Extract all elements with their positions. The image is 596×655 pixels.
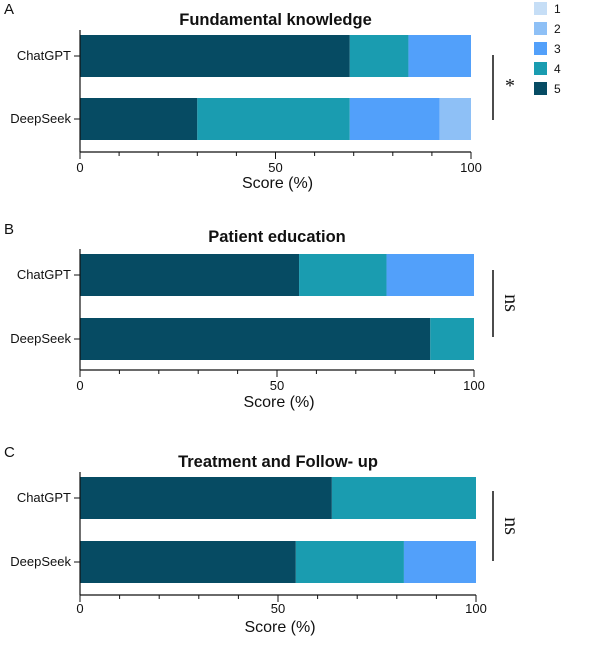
legend-item-2: 2 bbox=[534, 22, 561, 36]
bar-segment-deepseek-score-3 bbox=[349, 98, 440, 140]
category-label: DeepSeek bbox=[10, 554, 71, 569]
panel-a: A Fundamental knowledge ChatGPT DeepSeek 0 50… bbox=[4, 1, 515, 192]
bar-segment-deepseek-score-2 bbox=[439, 98, 471, 140]
x-tick-label: 100 bbox=[460, 160, 482, 175]
legend-label: 3 bbox=[554, 42, 561, 56]
legend-swatch bbox=[534, 82, 547, 95]
legend-label: 1 bbox=[554, 2, 561, 16]
category-label: ChatGPT bbox=[17, 490, 71, 505]
x-axis-title: Score (%) bbox=[243, 394, 314, 411]
panel-b: B Patient education ChatGPT DeepSeek 0 50 100 S… bbox=[4, 221, 522, 411]
panel-c: C Treatment and Follow- up ChatGPT DeepSeek… bbox=[4, 444, 522, 636]
category-label: DeepSeek bbox=[10, 111, 71, 126]
x-tick-label: 0 bbox=[76, 601, 83, 616]
bar-segment-deepseek-score-5 bbox=[80, 98, 198, 140]
legend-item-4: 4 bbox=[534, 62, 561, 76]
significance-label: ns bbox=[500, 517, 522, 535]
x-axis-title: Score (%) bbox=[242, 175, 313, 192]
bar-segment-chatgpt-score-5 bbox=[80, 477, 332, 519]
bar-segment-chatgpt-score-3 bbox=[386, 254, 474, 296]
panel-letter: B bbox=[4, 221, 14, 238]
x-tick-label: 50 bbox=[268, 160, 282, 175]
bar-segment-deepseek-score-3 bbox=[403, 541, 476, 583]
legend-item-1: 1 bbox=[534, 2, 561, 16]
x-tick-label: 100 bbox=[463, 378, 485, 393]
bar-segment-deepseek-score-4 bbox=[197, 98, 350, 140]
panel-title: Patient education bbox=[208, 228, 346, 246]
x-tick-label: 0 bbox=[76, 378, 83, 393]
x-tick-label: 50 bbox=[270, 378, 284, 393]
significance-label: ns bbox=[500, 294, 522, 312]
category-label: ChatGPT bbox=[17, 48, 71, 63]
panels: A Fundamental knowledge ChatGPT DeepSeek 0 50… bbox=[4, 1, 522, 636]
legend-swatch bbox=[534, 2, 547, 15]
bar-segment-deepseek-score-5 bbox=[80, 541, 296, 583]
bar-segment-chatgpt-score-4 bbox=[331, 477, 476, 519]
category-label: ChatGPT bbox=[17, 267, 71, 282]
bar-segment-chatgpt-score-5 bbox=[80, 254, 300, 296]
significance-label: * bbox=[505, 75, 515, 97]
category-label: DeepSeek bbox=[10, 331, 71, 346]
legend: 1 2 3 4 5 bbox=[534, 2, 561, 96]
legend-label: 2 bbox=[554, 22, 561, 36]
x-tick-label: 50 bbox=[271, 601, 285, 616]
bar-segment-chatgpt-score-3 bbox=[408, 35, 471, 77]
panel-title: Treatment and Follow- up bbox=[178, 453, 378, 471]
legend-swatch bbox=[534, 42, 547, 55]
legend-label: 4 bbox=[554, 62, 561, 76]
legend-item-5: 5 bbox=[534, 82, 561, 96]
legend-swatch bbox=[534, 62, 547, 75]
x-tick-label: 0 bbox=[76, 160, 83, 175]
panel-letter: C bbox=[4, 444, 15, 461]
bar-segment-chatgpt-score-5 bbox=[80, 35, 350, 77]
panel-letter: A bbox=[4, 1, 14, 18]
legend-item-3: 3 bbox=[534, 42, 561, 56]
bar-segment-chatgpt-score-4 bbox=[349, 35, 409, 77]
x-tick-label: 100 bbox=[465, 601, 487, 616]
legend-label: 5 bbox=[554, 82, 561, 96]
bar-segment-deepseek-score-4 bbox=[295, 541, 404, 583]
x-axis-title: Score (%) bbox=[244, 619, 315, 636]
bar-segment-chatgpt-score-4 bbox=[299, 254, 387, 296]
panel-title: Fundamental knowledge bbox=[179, 11, 372, 29]
bar-segment-deepseek-score-5 bbox=[80, 318, 431, 360]
legend-swatch bbox=[534, 22, 547, 35]
bar-segment-deepseek-score-4 bbox=[430, 318, 474, 360]
